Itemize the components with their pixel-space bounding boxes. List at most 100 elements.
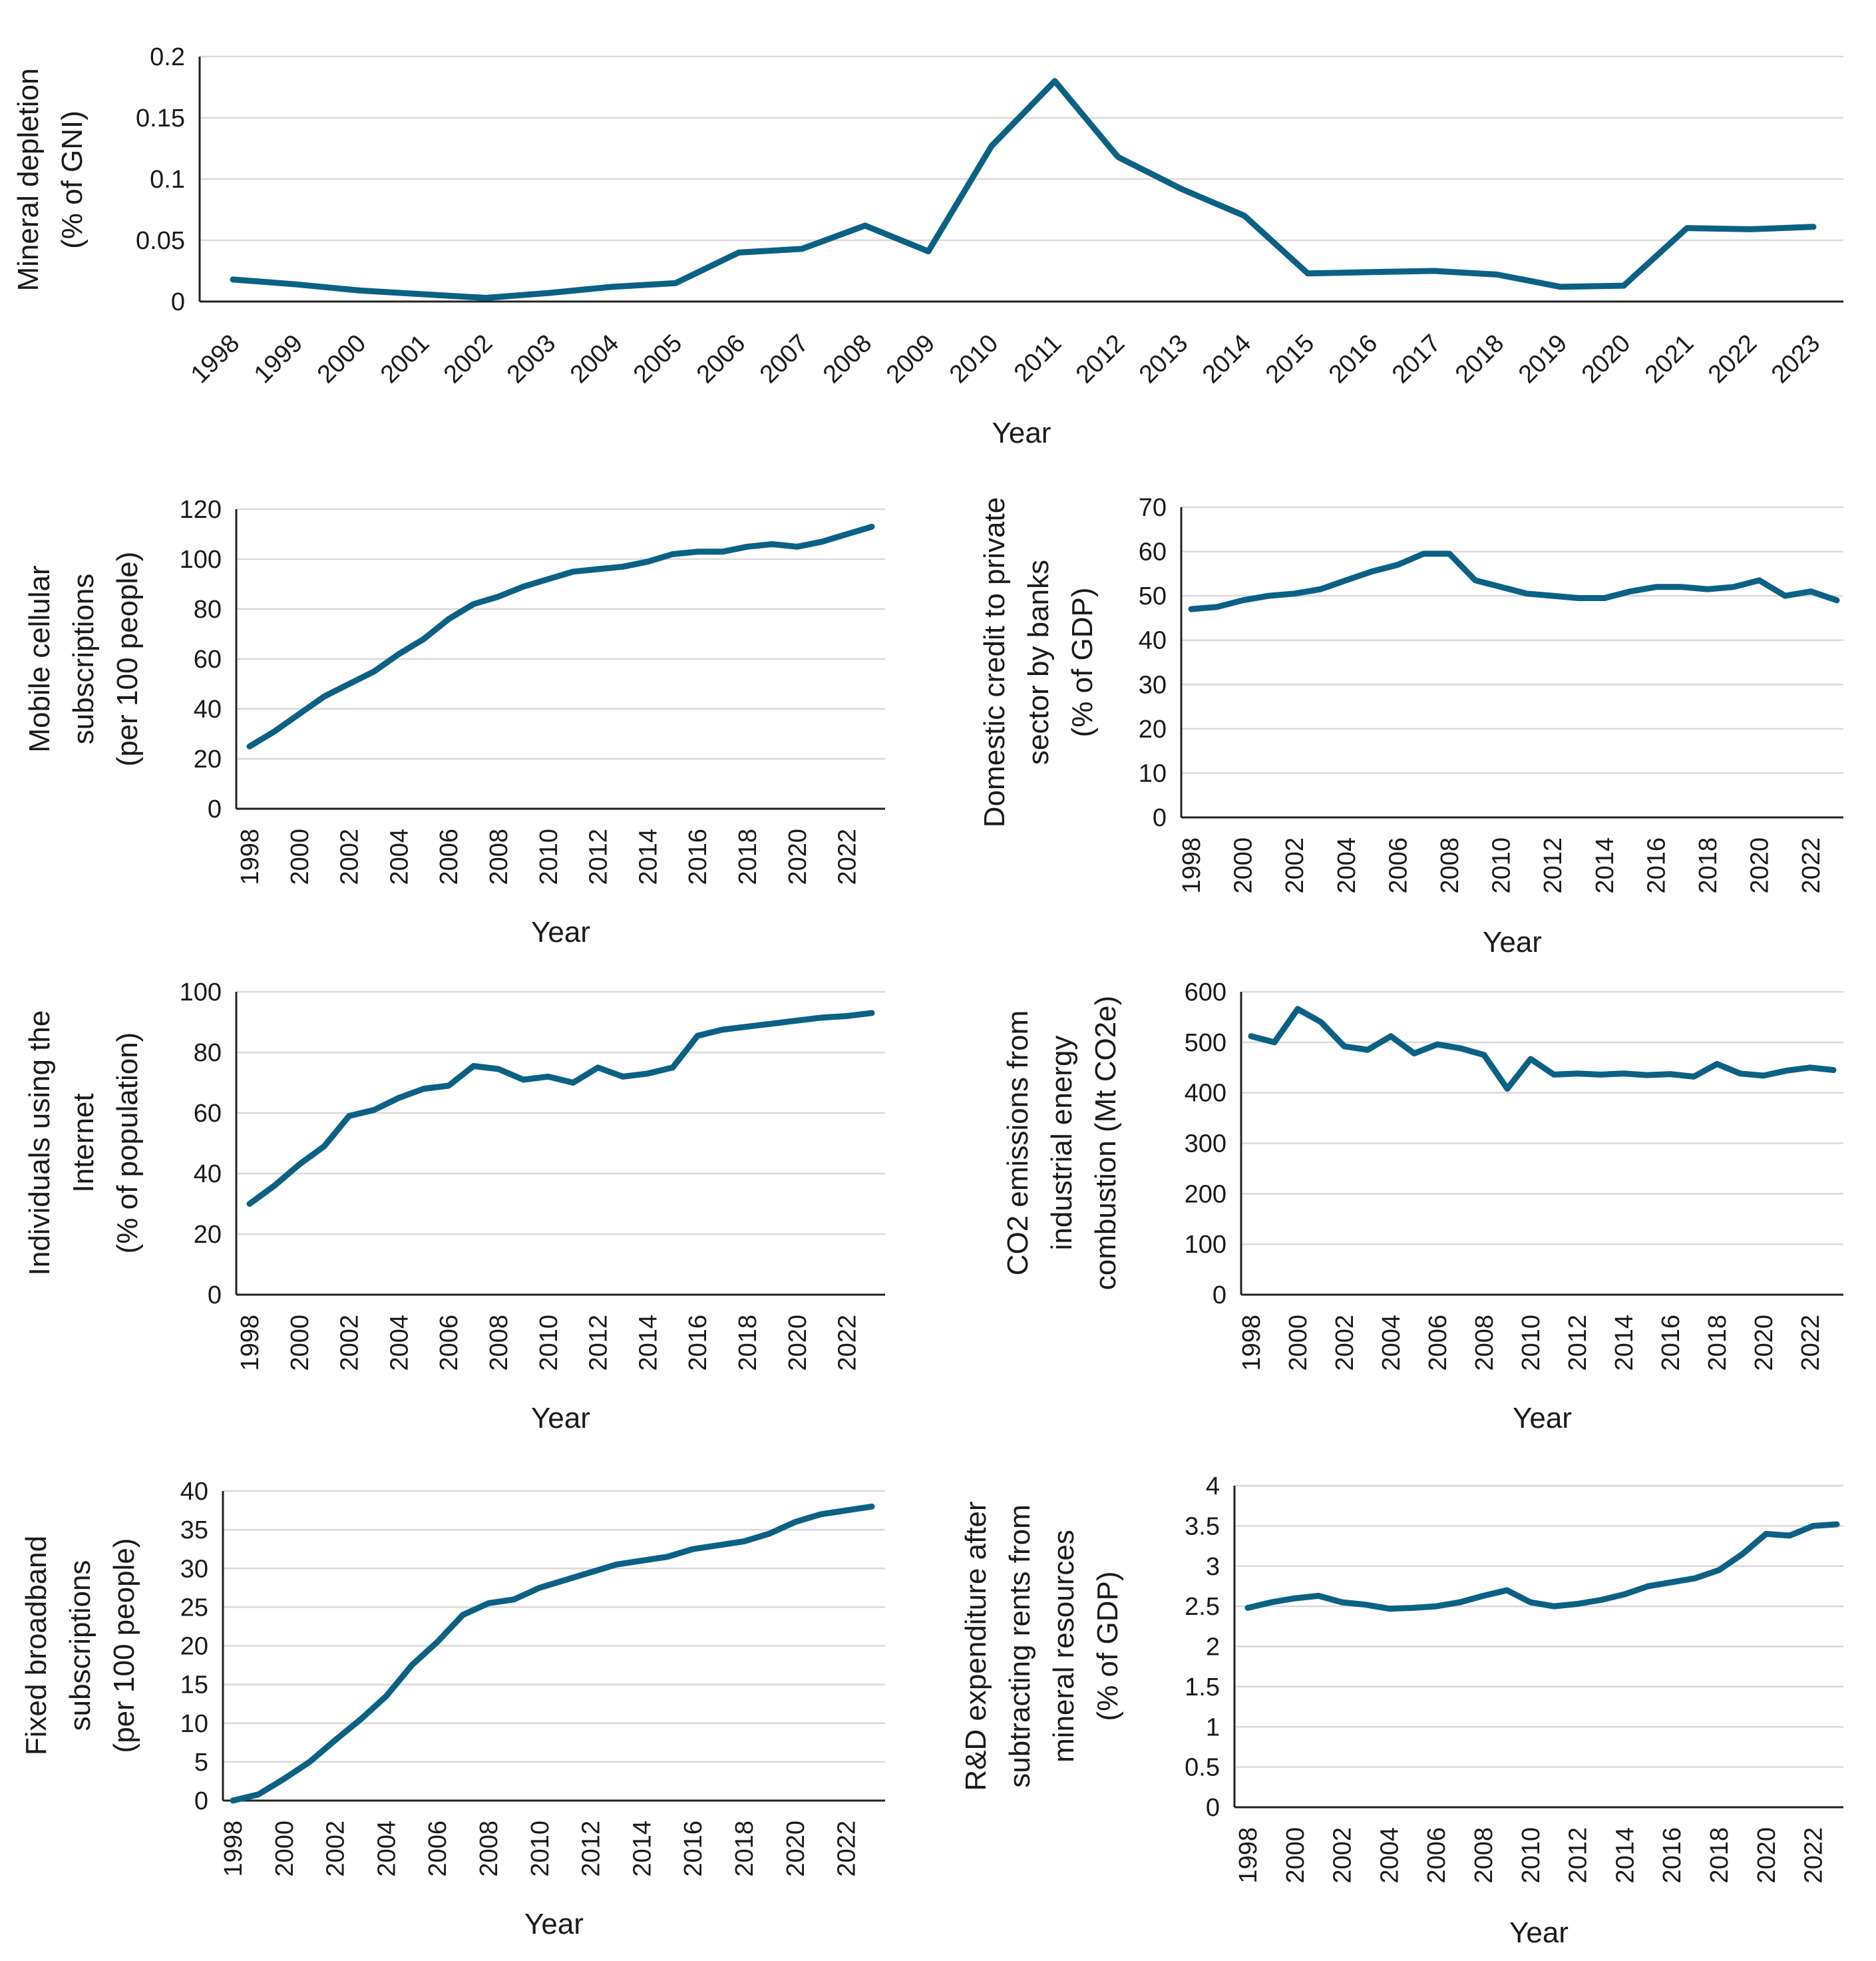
y-tick-label: 5 xyxy=(194,1749,208,1777)
x-tick-label: 2000 xyxy=(1282,1827,1310,1884)
x-tick-label: 2010 xyxy=(1517,1827,1545,1884)
x-tick-label: 2008 xyxy=(1470,1827,1498,1884)
series-line xyxy=(246,523,875,750)
y-axis-title-line: Mobile cellular xyxy=(23,565,56,752)
x-tick-label: 2010 xyxy=(526,1821,554,1877)
x-tick-label: 2018 xyxy=(734,1315,762,1371)
y-tick-label: 400 xyxy=(1185,1080,1226,1108)
y-tick-label: 0 xyxy=(171,288,185,316)
y-tick-label: 200 xyxy=(1185,1180,1226,1208)
y-axis-title: Fixed broadband subscriptions (per 100 peo… xyxy=(20,1536,140,1755)
x-tick-label: 2012 xyxy=(1539,837,1567,894)
x-tick-label: 2022 xyxy=(1797,1315,1825,1371)
x-tick-label: 2014 xyxy=(628,1821,656,1877)
y-axis-title-line: R&D expenditure after xyxy=(960,1501,992,1791)
x-tick-label: 2010 xyxy=(1517,1315,1545,1371)
y-tick-label: 20 xyxy=(194,746,222,773)
x-tick-label: 2002 xyxy=(1329,1827,1357,1884)
x-tick-label: 2006 xyxy=(424,1821,452,1877)
y-tick-label: 25 xyxy=(180,1594,208,1622)
y-tick-label: 1.5 xyxy=(1185,1673,1220,1701)
chart-rnd: 0 0.5 1 1.5 2 2.5 3 3.5 4 1998 2000 2002 2004 2006 200… xyxy=(960,1472,1843,1949)
x-tick-label: 2017 xyxy=(1387,329,1446,389)
x-tick-label: 2003 xyxy=(502,329,561,389)
y-axis-title: Individuals using the Internet (% of popul… xyxy=(23,1010,144,1276)
y-tick-label: 100 xyxy=(180,979,222,1006)
y-tick-label: 0.05 xyxy=(136,227,185,255)
x-tick-label: 2016 xyxy=(1324,329,1383,389)
y-tick-label: 15 xyxy=(180,1671,208,1699)
x-tick-label: 2012 xyxy=(1565,1827,1593,1884)
x-tick-label: 2004 xyxy=(1378,1315,1406,1371)
x-tick-label: 2004 xyxy=(373,1821,401,1877)
x-tick-label: 2008 xyxy=(818,329,877,389)
x-tick-label: 2011 xyxy=(1009,329,1067,387)
y-tick-label: 100 xyxy=(1185,1231,1226,1259)
x-axis-title: Year xyxy=(1513,1402,1572,1434)
x-tick-label: 2020 xyxy=(784,1315,812,1371)
x-tick-label: 2006 xyxy=(691,329,751,389)
y-axis-title-line: Internet xyxy=(67,1093,100,1192)
y-tick-label: 35 xyxy=(180,1516,208,1544)
y-axis-title-line: (per 100 people) xyxy=(111,552,144,767)
y-tick-label: 40 xyxy=(194,696,222,724)
x-axis-title: Year xyxy=(1509,1916,1569,1949)
x-tick-label: 2006 xyxy=(1384,837,1412,894)
y-tick-label: 2 xyxy=(1206,1634,1220,1661)
x-tick-label: 2020 xyxy=(784,829,812,885)
x-tick-label: 2002 xyxy=(1331,1315,1359,1371)
x-tick-label: 2016 xyxy=(1658,1827,1686,1884)
y-axis-title-line: Fixed broadband xyxy=(20,1536,53,1755)
x-tick-label: 2009 xyxy=(881,329,940,389)
x-tick-label: 2004 xyxy=(385,829,413,885)
y-tick-label: 100 xyxy=(180,546,222,574)
x-tick-label: 2022 xyxy=(1797,837,1825,894)
x-axis-title: Year xyxy=(524,1908,584,1940)
x-tick-label: 2020 xyxy=(1746,837,1774,894)
y-tick-label: 0.1 xyxy=(150,166,185,194)
x-tick-label: 2008 xyxy=(1436,837,1464,894)
y-tick-label: 3.5 xyxy=(1185,1512,1220,1540)
series-line xyxy=(1188,550,1840,612)
x-tick-label: 2022 xyxy=(1800,1827,1828,1884)
chart-internet: 0 20 40 60 80 100 1998 2000 2002 2004 2006 2008 2010… xyxy=(23,979,885,1434)
y-tick-label: 120 xyxy=(180,496,222,524)
x-tick-label: 2012 xyxy=(585,1315,613,1371)
x-tick-label: 2022 xyxy=(1703,329,1762,389)
x-tick-label: 2012 xyxy=(585,829,613,885)
y-tick-label: 60 xyxy=(194,646,222,674)
series-line xyxy=(230,1503,875,1804)
y-axis-title: R&D expenditure after subtracting rents f… xyxy=(960,1501,1124,1791)
x-tick-label: 2005 xyxy=(628,329,687,389)
y-axis-title-line: (% of population) xyxy=(111,1032,144,1254)
y-axis-title-line: combustion (Mt CO2e) xyxy=(1089,996,1122,1291)
x-tick-label: 2016 xyxy=(1657,1315,1685,1371)
x-tick-label: 2015 xyxy=(1260,329,1320,389)
x-tick-label: 1998 xyxy=(220,1821,248,1877)
x-tick-label: 2002 xyxy=(1281,837,1309,894)
y-axis-title-line: (% of GNI) xyxy=(56,110,89,249)
y-tick-label: 2.5 xyxy=(1185,1593,1220,1621)
y-axis-title-line: mineral resources xyxy=(1047,1530,1080,1763)
x-tick-label: 2020 xyxy=(782,1821,810,1877)
x-tick-label: 2000 xyxy=(1230,837,1258,894)
y-tick-label: 10 xyxy=(180,1710,208,1738)
y-axis-title-line: (% of GDP) xyxy=(1091,1572,1124,1721)
x-tick-label: 2002 xyxy=(336,1315,364,1371)
y-axis-title-line: (% of GDP) xyxy=(1066,588,1099,738)
x-tick-label: 2004 xyxy=(385,1315,413,1371)
y-tick-label: 0 xyxy=(1206,1794,1220,1822)
y-axis-title-line: CO2 emissions from xyxy=(1002,1010,1034,1276)
x-tick-label: 2007 xyxy=(755,329,814,389)
y-tick-label: 500 xyxy=(1185,1029,1226,1057)
y-axis-title: Domestic credit to private sector by bank… xyxy=(978,497,1099,827)
y-tick-label: 0 xyxy=(1213,1281,1226,1309)
x-tick-label: 1998 xyxy=(1234,1827,1262,1884)
x-tick-label: 1999 xyxy=(249,329,308,389)
series-line xyxy=(1248,1006,1837,1092)
x-tick-label: 2016 xyxy=(684,829,712,885)
x-tick-label: 2002 xyxy=(336,829,364,885)
chart-broadband: 0 5 10 15 20 25 30 35 40 1998 2000 2002 2004 2006 2008… xyxy=(20,1478,885,1940)
x-tick-label: 2014 xyxy=(1611,1827,1639,1884)
